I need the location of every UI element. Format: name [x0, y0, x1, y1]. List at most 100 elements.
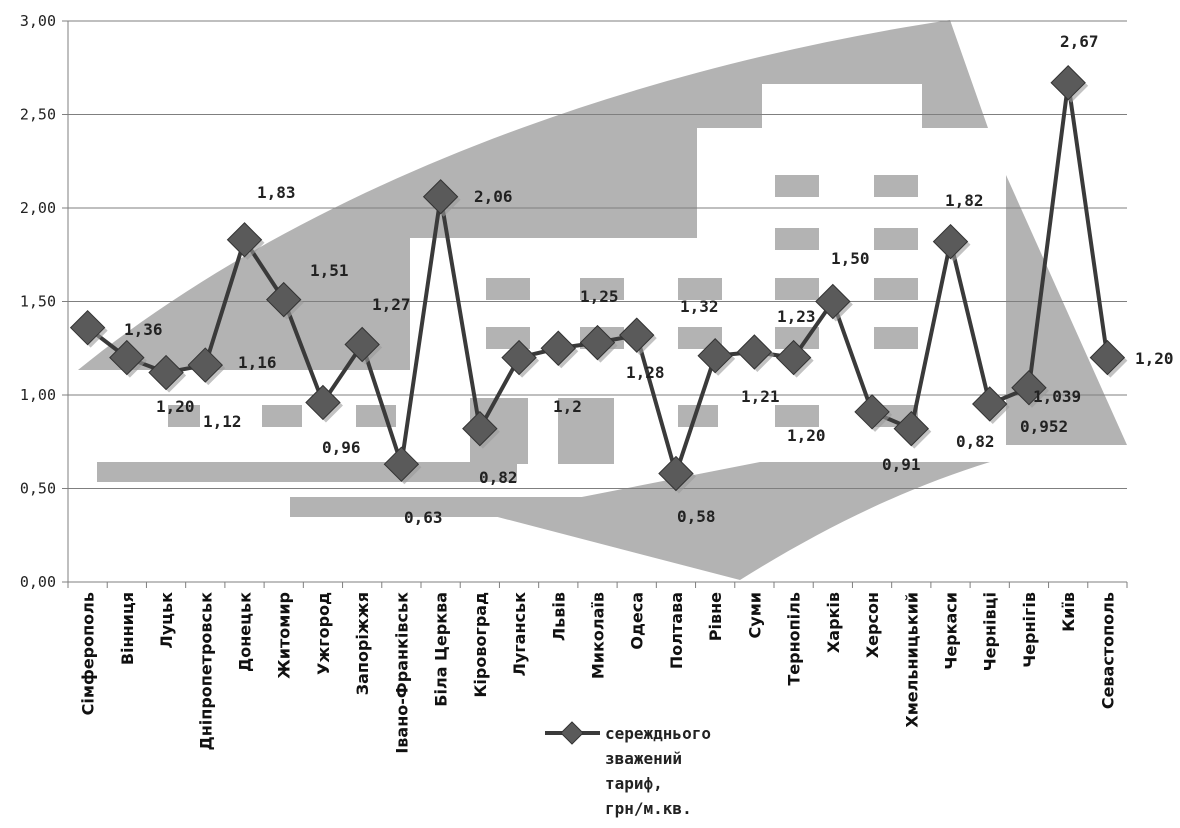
- legend-label-line: зважений: [605, 749, 682, 768]
- data-point-marker: [344, 326, 380, 363]
- axes: [67, 21, 1128, 588]
- x-tick-label: Харків: [824, 592, 843, 653]
- data-point-marker: [1011, 369, 1047, 406]
- watermark-shape: [775, 278, 819, 300]
- x-tick-label: Хмельницький: [902, 592, 921, 728]
- gridlines: [62, 20, 1127, 583]
- watermark-shape: [168, 405, 200, 427]
- x-tick-label: Черкаси: [942, 592, 961, 670]
- y-tick-label: 3,00: [20, 12, 56, 30]
- watermark-shape: [262, 405, 302, 427]
- data-label: 1,36: [124, 320, 163, 339]
- series-markers: [69, 65, 1128, 494]
- x-tick-labels: Сімферополь Вінниця Луцьк Дніпропетровськ До…: [79, 592, 1118, 754]
- data-point-marker: [932, 223, 969, 260]
- data-point-marker: [305, 384, 341, 421]
- data-label: 1,12: [203, 412, 242, 431]
- y-tick-label: 0,50: [20, 480, 56, 498]
- data-label: 1,20: [1135, 349, 1174, 368]
- data-label: 0,952: [1020, 417, 1068, 436]
- data-label: 1,21: [741, 387, 780, 406]
- watermark-shape: [290, 497, 720, 517]
- data-label: 0,91: [882, 455, 921, 474]
- data-label: 1,2: [553, 397, 582, 416]
- data-point-marker: [854, 394, 890, 430]
- data-point-marker: [893, 410, 929, 447]
- data-label: 1,27: [372, 295, 411, 314]
- x-tick-label: Вінниця: [118, 592, 137, 665]
- data-point-marker: [462, 410, 498, 447]
- data-label: 1,50: [831, 249, 870, 268]
- data-label: 0,63: [404, 508, 443, 527]
- data-point-marker: [226, 222, 263, 258]
- y-tick-label: 0,00: [20, 573, 56, 591]
- data-label: 1,25: [580, 287, 619, 306]
- data-point-marker: [697, 338, 733, 374]
- data-label: 1,51: [310, 261, 349, 280]
- x-tick-label: Суми: [745, 592, 764, 638]
- data-point-marker: [815, 283, 851, 320]
- data-label: 1,23: [777, 307, 816, 326]
- x-tick-label: Херсон: [863, 592, 882, 658]
- watermark-shape: [874, 175, 918, 197]
- data-label: 1,28: [626, 363, 665, 382]
- legend-label-line: грн/м.кв.: [605, 799, 692, 818]
- x-tick-label: Севастополь: [1098, 592, 1117, 709]
- data-point-marker: [187, 347, 223, 383]
- legend-marker: [560, 721, 584, 745]
- watermark-shape: [97, 462, 517, 482]
- data-label: 2,06: [474, 187, 513, 206]
- x-tick-label: Полтава: [667, 592, 686, 669]
- data-point-marker: [579, 324, 616, 361]
- x-tick-label: Луцьк: [157, 592, 176, 649]
- y-tick-label: 1,00: [20, 386, 56, 404]
- data-label: 0,58: [677, 507, 716, 526]
- watermark-shape: [775, 405, 819, 427]
- data-label: 1,20: [156, 397, 195, 416]
- x-tick-label: Донецьк: [236, 592, 255, 672]
- watermark-shape: [78, 20, 988, 370]
- watermark-shape: [874, 327, 918, 349]
- data-label: 2,67: [1060, 32, 1099, 51]
- x-tick-label: Житомир: [275, 592, 294, 679]
- x-tick-label: Івано-Франківськ: [392, 592, 411, 754]
- y-tick-labels: 0,00 0,50 1,00 1,50 2,00 2,50 3,00: [20, 12, 56, 591]
- x-tick-label: Київ: [1059, 592, 1078, 632]
- x-tick-label: Чернігів: [1020, 592, 1039, 668]
- data-point-marker: [69, 309, 106, 346]
- data-label: 1,32: [680, 297, 719, 316]
- watermark-shape: [490, 462, 990, 580]
- data-point-marker: [972, 386, 1008, 422]
- x-tick-label: Луганськ: [510, 592, 529, 677]
- x-tick-label: Ужгород: [314, 592, 333, 675]
- data-point-marker: [775, 339, 812, 376]
- data-label: 1,83: [257, 183, 296, 202]
- data-label: 1,039: [1033, 387, 1081, 406]
- data-point-marker: [1050, 65, 1086, 101]
- x-tick-label: Львів: [549, 592, 568, 641]
- data-label: 0,82: [479, 468, 518, 487]
- watermark-shape: [775, 228, 819, 250]
- data-labels: 1,36 1,20 1,12 1,16 1,83 1,51 0,96 1,27 0,63 2,06…: [124, 32, 1174, 527]
- data-label: 0,82: [956, 432, 995, 451]
- data-label: 1,16: [238, 353, 277, 372]
- data-point-marker: [1089, 339, 1126, 376]
- x-tick-label: Рівне: [706, 592, 725, 641]
- watermark-shape: [874, 278, 918, 300]
- data-label: 1,82: [945, 191, 984, 210]
- watermark-shape: [678, 405, 718, 427]
- x-tick-label: Біла Церква: [432, 592, 451, 707]
- x-tick-label: Одеса: [628, 592, 647, 650]
- data-point-marker: [266, 281, 302, 318]
- x-tick-label: Сімферополь: [79, 592, 98, 715]
- data-point-marker: [619, 317, 655, 353]
- watermark-shape: [558, 398, 614, 464]
- data-point-marker: [736, 334, 773, 370]
- legend-label-line: сережднього: [605, 724, 711, 743]
- data-point-marker: [148, 354, 184, 391]
- x-tick-label: Миколаїв: [589, 592, 608, 679]
- watermark-shape: [486, 278, 530, 300]
- data-point-marker: [658, 455, 694, 492]
- x-tick-label: Чернівці: [981, 592, 1000, 671]
